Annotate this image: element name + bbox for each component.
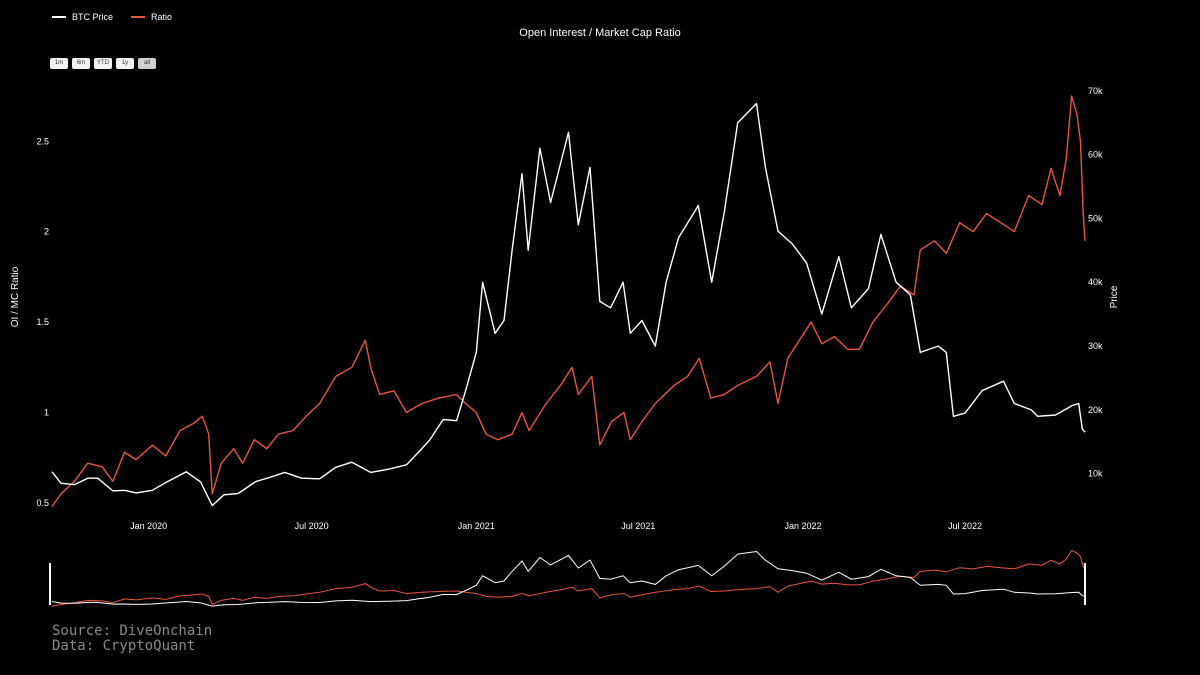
- x-axis: Jan 2020 Jul 2020 Jan 2021 Jul 2021 Jan 2022…: [130, 521, 982, 531]
- y-left-tick-label: 2: [44, 227, 49, 237]
- y-right-tick-label: 60k: [1088, 150, 1103, 160]
- range-slider[interactable]: [49, 549, 1086, 607]
- y-right-tick-label: 70k: [1088, 86, 1103, 96]
- y-right-tick-label: 20k: [1088, 405, 1103, 415]
- legend: BTC Price Ratio: [52, 12, 172, 22]
- legend-swatch-ratio: [131, 16, 146, 18]
- chart-title: Open Interest / Market Cap Ratio: [519, 27, 680, 39]
- legend-item-btc[interactable]: BTC Price: [52, 12, 113, 22]
- slider-series-line: [51, 549, 1086, 607]
- y-axis-right: 10k 20k 30k 40k 50k 60k 70k: [1088, 86, 1103, 479]
- range-selector: 1m 6m YTD 1y all: [50, 58, 156, 69]
- y-left-tick-label: 0.5: [36, 498, 49, 508]
- y-axis-right-title: Price: [1109, 285, 1120, 308]
- slider-series-line: [51, 550, 1086, 607]
- main-plot-area[interactable]: [51, 95, 1086, 508]
- y-left-tick-label: 1.5: [36, 317, 49, 327]
- y-axis-left-title: OI / MC Ratio: [10, 266, 21, 327]
- y-right-tick-label: 30k: [1088, 341, 1103, 351]
- legend-label-btc: BTC Price: [72, 12, 114, 22]
- range-button-1y[interactable]: 1y: [116, 58, 134, 69]
- series-line-ratio: [51, 95, 1086, 508]
- y-left-tick-label: 2.5: [36, 136, 49, 146]
- y-right-tick-label: 40k: [1088, 277, 1103, 287]
- range-button-1m[interactable]: 1m: [50, 58, 68, 69]
- legend-item-ratio[interactable]: Ratio: [131, 12, 172, 22]
- x-tick-label: Jan 2022: [785, 521, 822, 531]
- x-tick-label: Jan 2021: [458, 521, 495, 531]
- x-tick-label: Jan 2020: [130, 521, 167, 531]
- source-note: Source: DiveOnchain Data: CryptoQuant: [52, 624, 212, 654]
- data-line: Data: CryptoQuant: [52, 638, 196, 654]
- x-tick-label: Jul 2022: [948, 521, 982, 531]
- y-right-tick-label: 10k: [1088, 469, 1103, 479]
- legend-swatch-btc: [52, 16, 66, 18]
- source-line: Source: DiveOnchain: [52, 623, 213, 639]
- x-tick-label: Jul 2020: [295, 521, 329, 531]
- range-button-6m[interactable]: 6m: [72, 58, 90, 69]
- x-tick-label: Jul 2021: [621, 521, 655, 531]
- y-left-tick-label: 1: [44, 408, 49, 418]
- y-axis-left: 0.5 1 1.5 2 2.5: [36, 136, 49, 508]
- slider-handle-right[interactable]: [1084, 563, 1086, 605]
- range-button-all[interactable]: all: [138, 58, 156, 69]
- range-button-ytd[interactable]: YTD: [94, 58, 112, 69]
- slider-handle-left[interactable]: [49, 563, 51, 605]
- legend-label-ratio: Ratio: [151, 12, 173, 22]
- series-line-btc-price: [51, 102, 1086, 507]
- y-right-tick-label: 50k: [1088, 213, 1103, 223]
